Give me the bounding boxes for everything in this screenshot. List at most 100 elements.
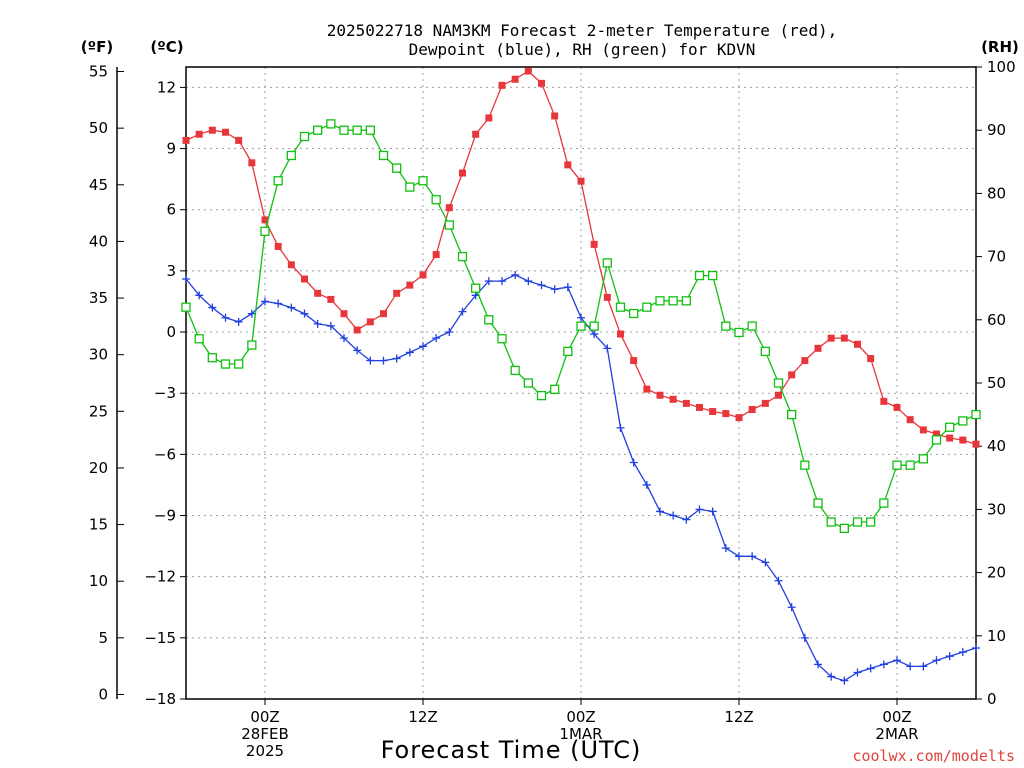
fahrenheit-tick-label: 50 bbox=[89, 119, 108, 137]
rh-point bbox=[550, 384, 560, 394]
dewpoint-point bbox=[958, 648, 967, 657]
dewpoint-point bbox=[906, 662, 915, 671]
dewpoint-point bbox=[590, 330, 599, 339]
rh-point bbox=[247, 340, 257, 350]
grid bbox=[186, 67, 976, 700]
fahrenheit-tick-label: 40 bbox=[89, 232, 108, 250]
fahrenheit-tick-label: 45 bbox=[89, 176, 108, 194]
rh-point bbox=[958, 416, 968, 426]
rh-point bbox=[918, 454, 928, 464]
temperature-point bbox=[261, 216, 269, 224]
time-tick-label: 1MAR bbox=[559, 725, 602, 743]
rh-tick-label: 80 bbox=[987, 184, 1006, 202]
temperature-point bbox=[235, 136, 243, 144]
celsius-tick-label: −9 bbox=[154, 507, 176, 525]
temperature-point bbox=[195, 130, 203, 138]
dewpoint-point bbox=[629, 458, 638, 467]
dewpoint-point bbox=[682, 515, 691, 524]
dewpoint-point bbox=[366, 356, 375, 365]
temperature-point bbox=[445, 204, 453, 212]
rh-point bbox=[207, 353, 217, 363]
temperature-point bbox=[472, 130, 480, 138]
temperature-point bbox=[906, 416, 914, 424]
dewpoint-point bbox=[458, 307, 467, 316]
fahrenheit-tick-label: 15 bbox=[89, 516, 108, 534]
temperature-point bbox=[274, 242, 282, 250]
plot-frame bbox=[185, 66, 977, 700]
celsius-tick-label: −15 bbox=[144, 629, 176, 647]
rh-point bbox=[708, 270, 718, 281]
temperature-point bbox=[577, 177, 585, 185]
rh-point bbox=[313, 125, 323, 135]
dewpoint-point bbox=[735, 552, 743, 561]
celsius-tick-label: 0 bbox=[166, 323, 176, 341]
dewpoint-point bbox=[208, 303, 217, 312]
temperature-point bbox=[564, 161, 572, 169]
dewpoint-point bbox=[550, 285, 559, 294]
rh-point bbox=[273, 176, 283, 186]
rh-point bbox=[471, 283, 481, 293]
temperature-point bbox=[551, 112, 559, 120]
dewpoint-point bbox=[405, 348, 414, 357]
rh-tick-label: 40 bbox=[987, 437, 1006, 455]
rh-point bbox=[418, 176, 428, 186]
temperature-point bbox=[696, 403, 703, 411]
temperature-point bbox=[709, 408, 717, 416]
temperature-point bbox=[854, 340, 861, 348]
temperature-point bbox=[814, 344, 822, 352]
dewpoint-point bbox=[827, 672, 836, 681]
source-credit[interactable]: coolwx.com/modelts bbox=[852, 747, 1015, 765]
rh-point bbox=[405, 182, 415, 192]
rh-point bbox=[773, 378, 784, 388]
dewpoint-point bbox=[432, 334, 441, 343]
celsius-tick-label: −3 bbox=[154, 384, 176, 402]
dewpoint-point bbox=[484, 277, 493, 286]
rh-point bbox=[576, 321, 586, 331]
temperature-point bbox=[643, 385, 651, 393]
rh-point bbox=[484, 315, 494, 325]
rh-point bbox=[826, 517, 836, 527]
rh-point bbox=[734, 327, 744, 338]
rh-tick-label: 0 bbox=[987, 690, 997, 708]
rh-tick-label: 70 bbox=[987, 248, 1006, 266]
temperature-point bbox=[208, 126, 216, 134]
dewpoint-point bbox=[814, 660, 822, 669]
temperature-point bbox=[406, 281, 414, 289]
rh-point bbox=[800, 460, 810, 470]
rh-point bbox=[194, 334, 204, 344]
rh-tick-label: 50 bbox=[987, 374, 1006, 392]
temperature-point bbox=[682, 399, 690, 407]
rh-point bbox=[852, 517, 863, 527]
rh-point bbox=[431, 195, 441, 205]
fahrenheit-tick-label: 35 bbox=[89, 289, 108, 307]
dewpoint-point bbox=[498, 277, 506, 286]
dewpoint-point bbox=[853, 668, 862, 677]
dewpoint-point bbox=[511, 270, 520, 279]
temperature-point bbox=[801, 357, 809, 365]
temperature-point bbox=[617, 330, 624, 338]
dewpoint-point bbox=[287, 303, 296, 312]
dewpoint-point bbox=[642, 480, 651, 489]
dewpoint-point bbox=[708, 507, 717, 516]
temperature-point bbox=[524, 67, 532, 75]
rh-point bbox=[945, 422, 955, 432]
temperature-point bbox=[735, 414, 743, 422]
rh-point bbox=[721, 321, 731, 331]
dewpoint-point bbox=[300, 309, 309, 318]
temperature-point bbox=[669, 395, 677, 403]
rh-point bbox=[220, 359, 231, 369]
time-tick-label: 00Z bbox=[566, 708, 595, 726]
dewpoint-point bbox=[669, 511, 678, 520]
celsius-tick-label: 3 bbox=[166, 262, 176, 280]
dewpoint-point bbox=[445, 328, 454, 337]
rh-point bbox=[234, 359, 244, 369]
temperature-point bbox=[630, 357, 638, 365]
rh-point bbox=[365, 125, 375, 135]
dewpoint-point bbox=[721, 544, 730, 553]
rh-point bbox=[971, 409, 981, 420]
dewpoint-point bbox=[537, 281, 546, 290]
dewpoint-point bbox=[182, 275, 190, 284]
rh-tick-label: 30 bbox=[987, 500, 1006, 518]
dewpoint-point bbox=[313, 319, 322, 328]
